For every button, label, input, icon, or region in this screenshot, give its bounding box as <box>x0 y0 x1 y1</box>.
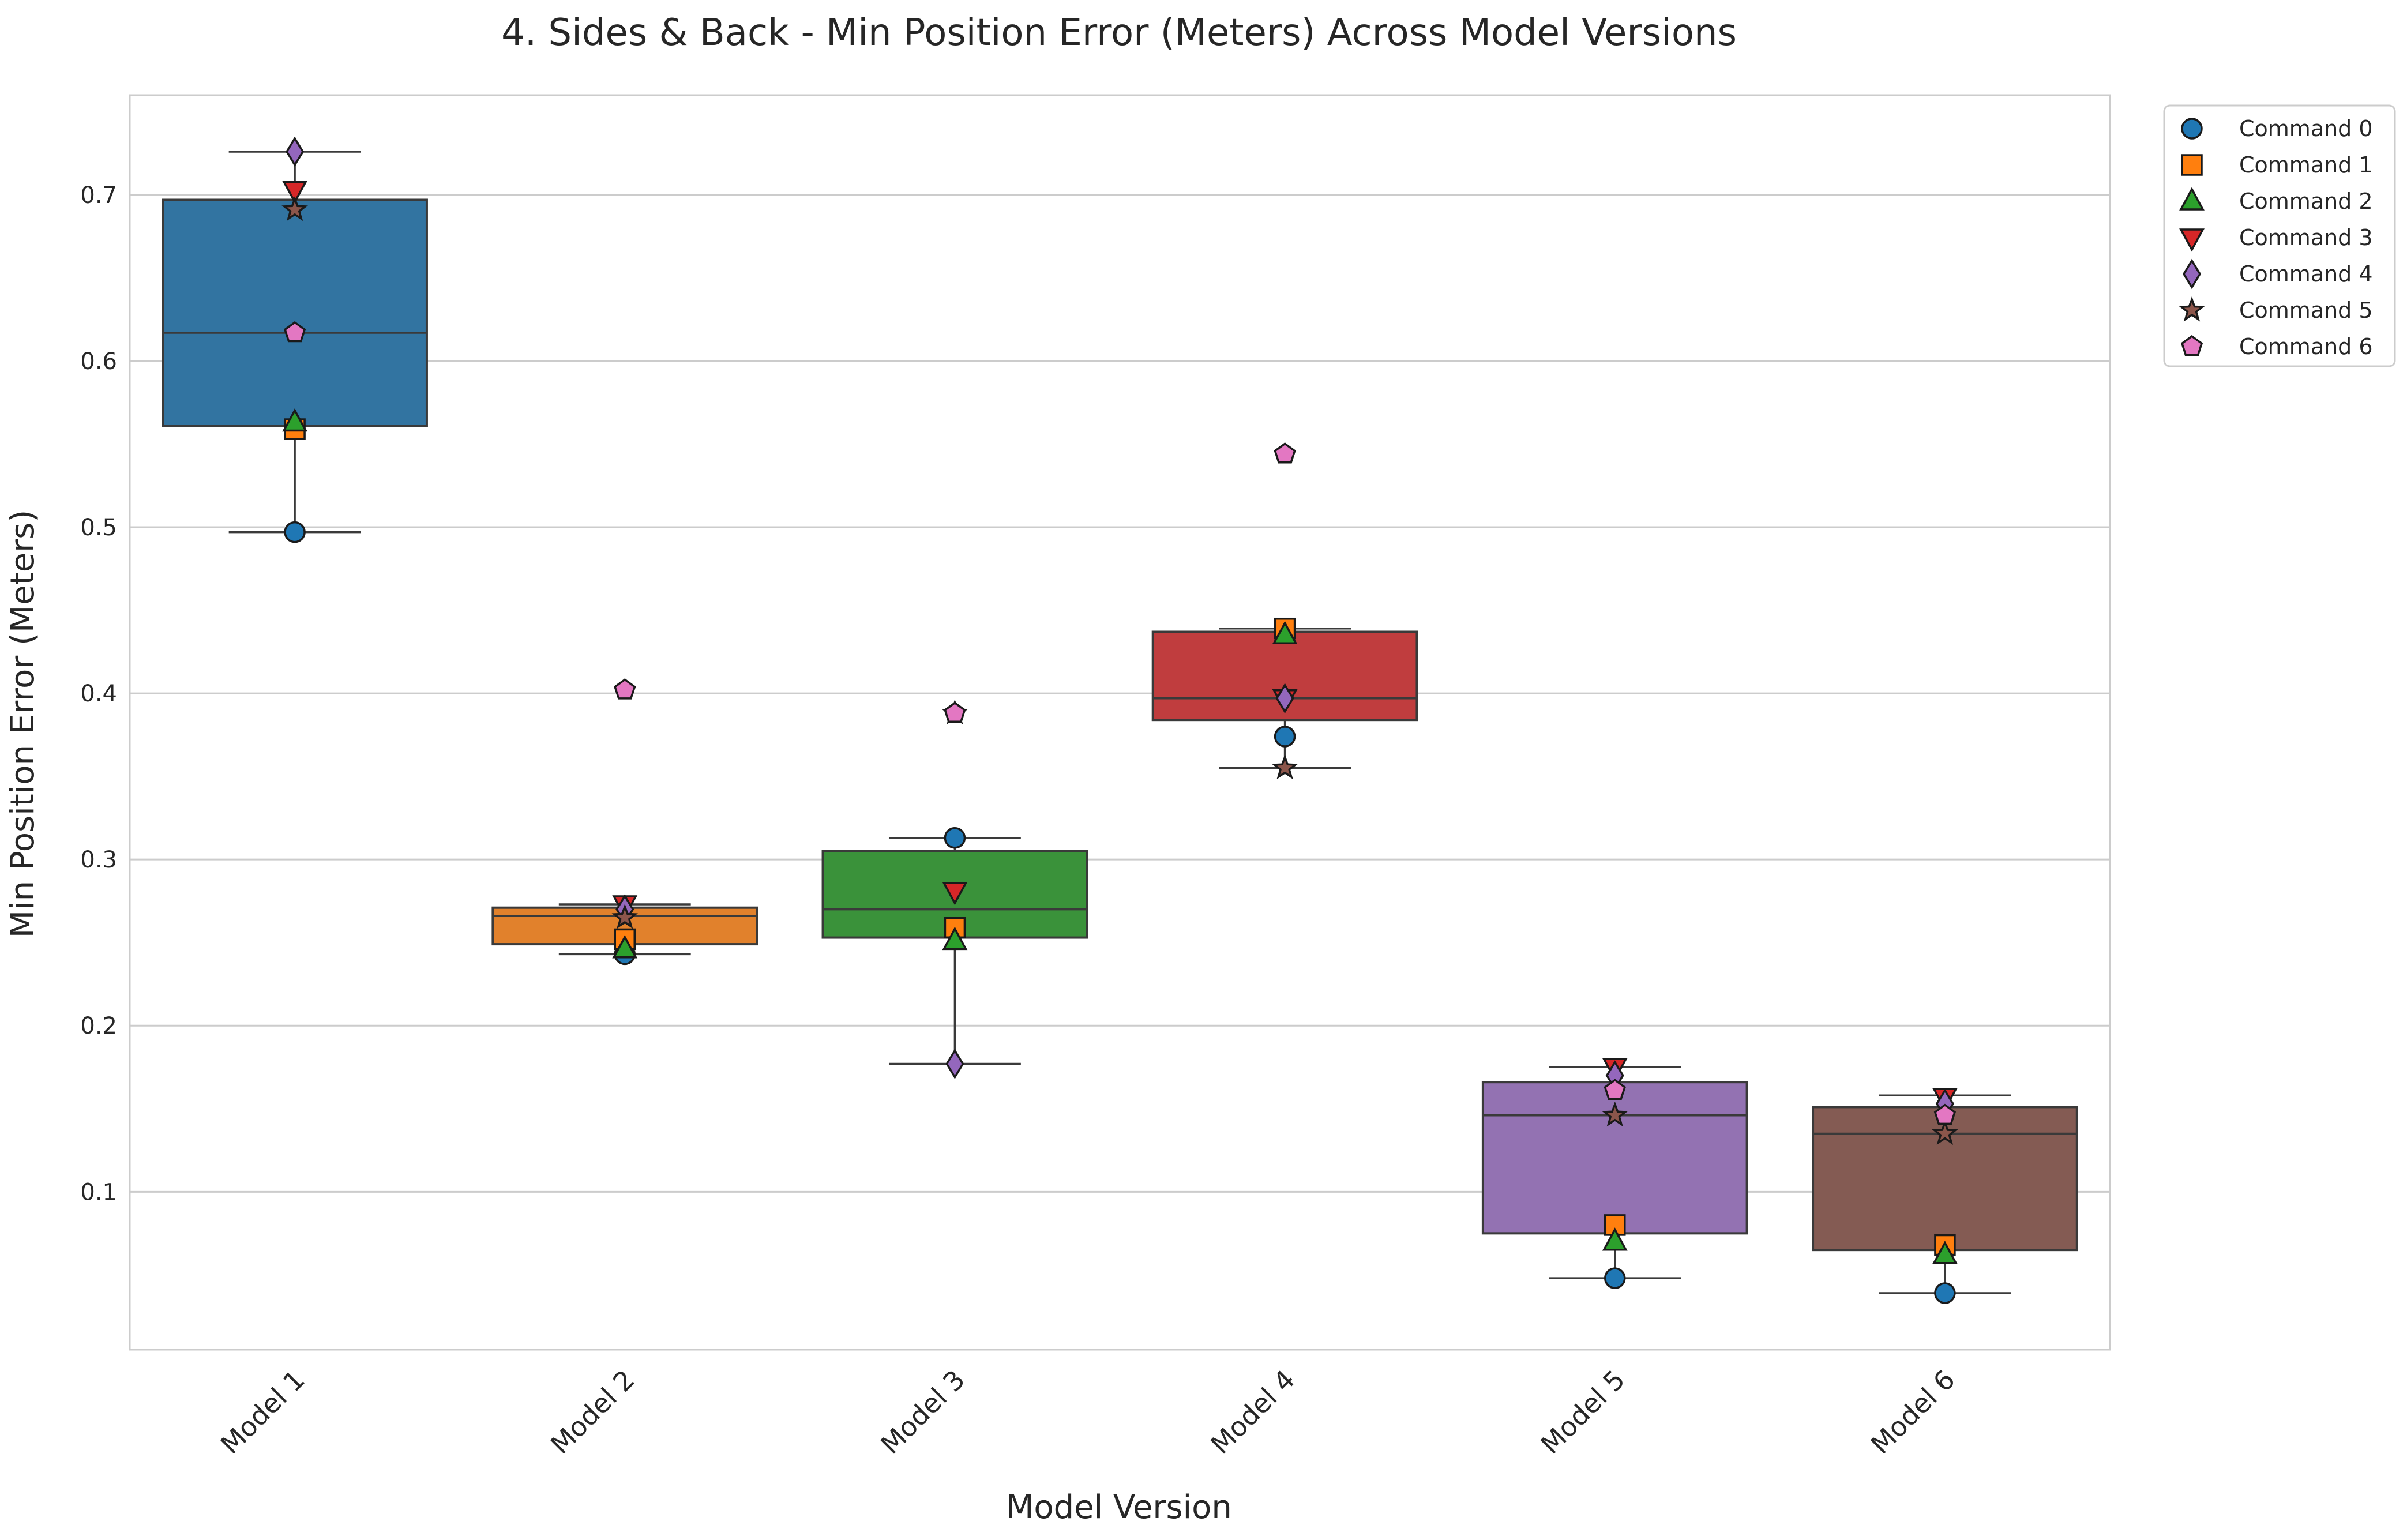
chart-title: 4. Sides & Back - Min Position Error (Me… <box>501 12 1737 54</box>
legend-label: Command 0 <box>2239 116 2373 141</box>
data-point <box>945 1049 964 1079</box>
series-command-2 <box>282 408 1958 1264</box>
y-tick-label: 0.1 <box>80 1179 117 1205</box>
data-point <box>1602 1227 1628 1251</box>
data-point <box>1604 1267 1626 1289</box>
plot-frame <box>129 94 2111 1351</box>
data-point <box>282 408 308 432</box>
y-axis-ticks: 0.1 0.2 0.3 0.4 0.5 0.6 0.7 <box>80 182 117 1205</box>
legend-marker <box>2180 335 2203 356</box>
legend-entry: Command 5 <box>2179 296 2373 323</box>
data-points <box>281 136 1958 1304</box>
data-point <box>944 701 966 723</box>
data-point <box>1275 683 1294 714</box>
data-point <box>1934 1282 1956 1304</box>
data-point <box>1604 1079 1626 1100</box>
data-point <box>1274 442 1296 464</box>
legend-entry: Command 6 <box>2180 334 2373 359</box>
data-point <box>282 181 308 204</box>
legend-entry: Command 4 <box>2182 258 2373 290</box>
y-tick-label: 0.4 <box>80 681 117 707</box>
data-point <box>283 321 306 343</box>
iqr-box <box>162 198 428 427</box>
data-point <box>1271 754 1298 780</box>
data-point <box>611 904 638 929</box>
legend-label: Command 6 <box>2239 334 2373 359</box>
data-point <box>942 882 968 906</box>
data-point <box>1274 726 1296 748</box>
legend-marker <box>2182 258 2202 290</box>
legend-entry: Command 2 <box>2179 187 2373 214</box>
legend-marker <box>2179 296 2205 322</box>
legend-marker <box>2181 154 2203 176</box>
data-point <box>942 926 968 951</box>
legend-label: Command 4 <box>2239 261 2373 287</box>
legend-label: Command 3 <box>2239 225 2373 250</box>
data-point <box>1272 621 1298 645</box>
legend: Command 0 Command 1 Command 2 Command 3 Comm… <box>2163 104 2396 367</box>
series-command-6 <box>283 321 1957 1125</box>
gridlines <box>130 194 2110 1193</box>
series-command-0 <box>284 521 1956 1304</box>
y-tick-label: 0.7 <box>80 182 117 209</box>
data-point <box>614 678 636 700</box>
data-point <box>284 521 306 543</box>
legend-marker <box>2179 187 2205 211</box>
legend-label: Command 2 <box>2239 189 2373 214</box>
legend-label: Command 1 <box>2239 152 2373 178</box>
legend-entry: Command 3 <box>2179 225 2373 252</box>
data-point <box>1602 1101 1628 1127</box>
legend-marker <box>2179 228 2205 252</box>
legend-entry: Command 0 <box>2181 116 2373 141</box>
legend-marker <box>2181 118 2203 140</box>
y-axis-label: Min Position Error (Meters) <box>4 510 42 938</box>
data-point <box>286 136 305 167</box>
y-tick-label: 0.6 <box>80 348 117 375</box>
data-point <box>944 827 966 849</box>
data-point <box>1933 1103 1957 1125</box>
legend-entry: Command 1 <box>2181 152 2373 178</box>
legend-frame <box>2163 104 2396 367</box>
data-point <box>1932 1120 1958 1145</box>
y-tick-label: 0.5 <box>80 514 117 541</box>
y-tick-label: 0.2 <box>80 1013 117 1039</box>
x-axis-label: Model Version <box>1006 1489 1232 1526</box>
data-point <box>612 935 638 959</box>
y-tick-label: 0.3 <box>80 847 117 873</box>
legend-label: Command 5 <box>2239 298 2373 323</box>
data-point <box>1932 1241 1958 1264</box>
data-point <box>281 196 308 221</box>
